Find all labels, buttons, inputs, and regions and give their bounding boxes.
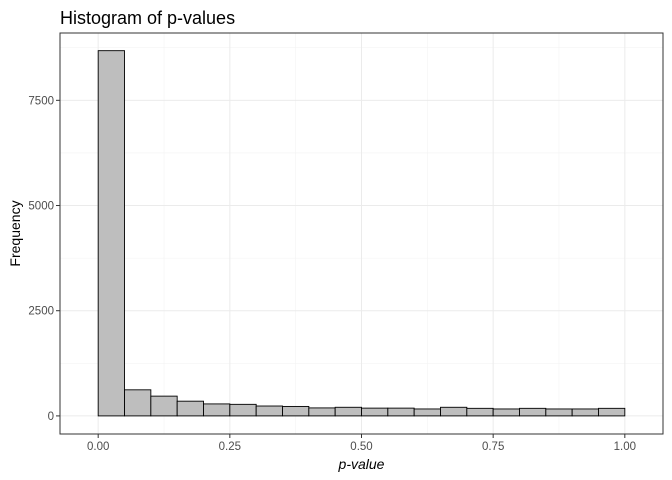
y-tick-label: 7500: [28, 95, 54, 107]
histogram-bar: [519, 407, 547, 417]
y-tick-label: 0: [48, 411, 54, 423]
histogram-bar: [466, 407, 494, 417]
histogram-bar: [492, 408, 520, 417]
y-axis: 0 2500 5000 7500: [28, 95, 60, 423]
x-tick-label: 0.50: [350, 441, 372, 453]
chart-title: Histogram of p-values: [60, 8, 235, 28]
histogram-bar: [308, 407, 336, 417]
histogram-bar: [598, 407, 626, 417]
x-tick-label: 1.00: [614, 441, 636, 453]
histogram-bar: [176, 400, 204, 417]
histogram-bar: [203, 403, 231, 417]
histogram-bar: [150, 395, 178, 417]
x-tick-label: 0.75: [482, 441, 504, 453]
histogram-bar: [387, 407, 415, 417]
y-axis-title: Frequency: [7, 200, 23, 266]
histogram-bar: [571, 408, 599, 417]
histogram-bar: [440, 406, 468, 417]
histogram-bar: [124, 389, 152, 417]
histogram-bar: [334, 406, 362, 417]
y-tick-label: 2500: [28, 306, 54, 318]
histogram-bar: [282, 405, 310, 417]
histogram-bar: [255, 405, 283, 417]
histogram-bar: [413, 408, 441, 417]
histogram-bars: [97, 50, 626, 417]
x-axis-title: p-value: [338, 456, 385, 472]
histogram-bar: [545, 408, 573, 417]
histogram-bar: [361, 407, 389, 417]
x-axis: 0.00 0.25 0.50 0.75 1.00: [87, 434, 636, 453]
x-tick-label: 0.25: [219, 441, 241, 453]
x-tick-label: 0.00: [87, 441, 109, 453]
y-tick-label: 5000: [28, 201, 54, 213]
histogram-bar: [229, 403, 257, 417]
histogram-bar: [97, 50, 125, 417]
